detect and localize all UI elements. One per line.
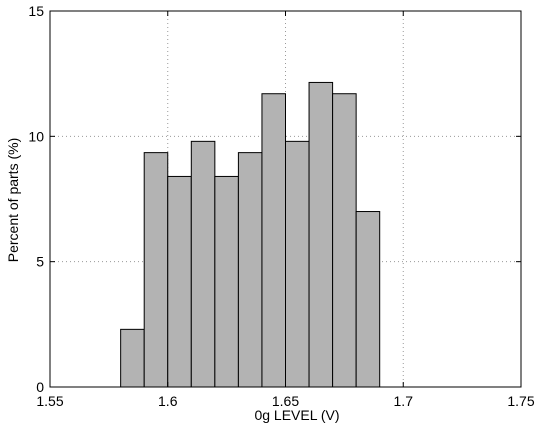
histogram-bar <box>285 140 310 388</box>
y-tick-label: 5 <box>36 254 44 270</box>
histogram-bar <box>190 140 216 388</box>
histogram-bar <box>355 211 381 388</box>
x-tick-label: 1.7 <box>394 393 414 409</box>
histogram-bar <box>214 175 239 388</box>
histogram-bar <box>237 152 263 388</box>
y-tick-label: 10 <box>28 128 44 144</box>
y-axis-label: Percent of parts (%) <box>5 138 21 263</box>
bars-layer <box>120 81 381 388</box>
y-tick-label: 15 <box>28 3 44 19</box>
histogram-bar <box>261 93 287 388</box>
histogram-bar <box>167 175 192 388</box>
histogram-bar <box>332 93 357 388</box>
x-axis-label: 0g LEVEL (V) <box>254 407 339 423</box>
y-tick-label: 0 <box>36 379 44 395</box>
x-tick-label: 1.55 <box>36 393 63 409</box>
x-tick-label: 1.75 <box>507 393 534 409</box>
x-tick-label: 1.6 <box>158 393 178 409</box>
x-tick-label: 1.65 <box>272 393 299 409</box>
ticks-layer: 1.55 1.6 1.65 1.7 1.75 0 5 10 15 <box>28 3 534 409</box>
labels-layer: 0g LEVEL (V) Percent of parts (%) <box>5 138 340 423</box>
histogram-bar <box>120 328 145 388</box>
histogram-bar <box>143 152 169 388</box>
histogram-bar <box>308 81 334 388</box>
